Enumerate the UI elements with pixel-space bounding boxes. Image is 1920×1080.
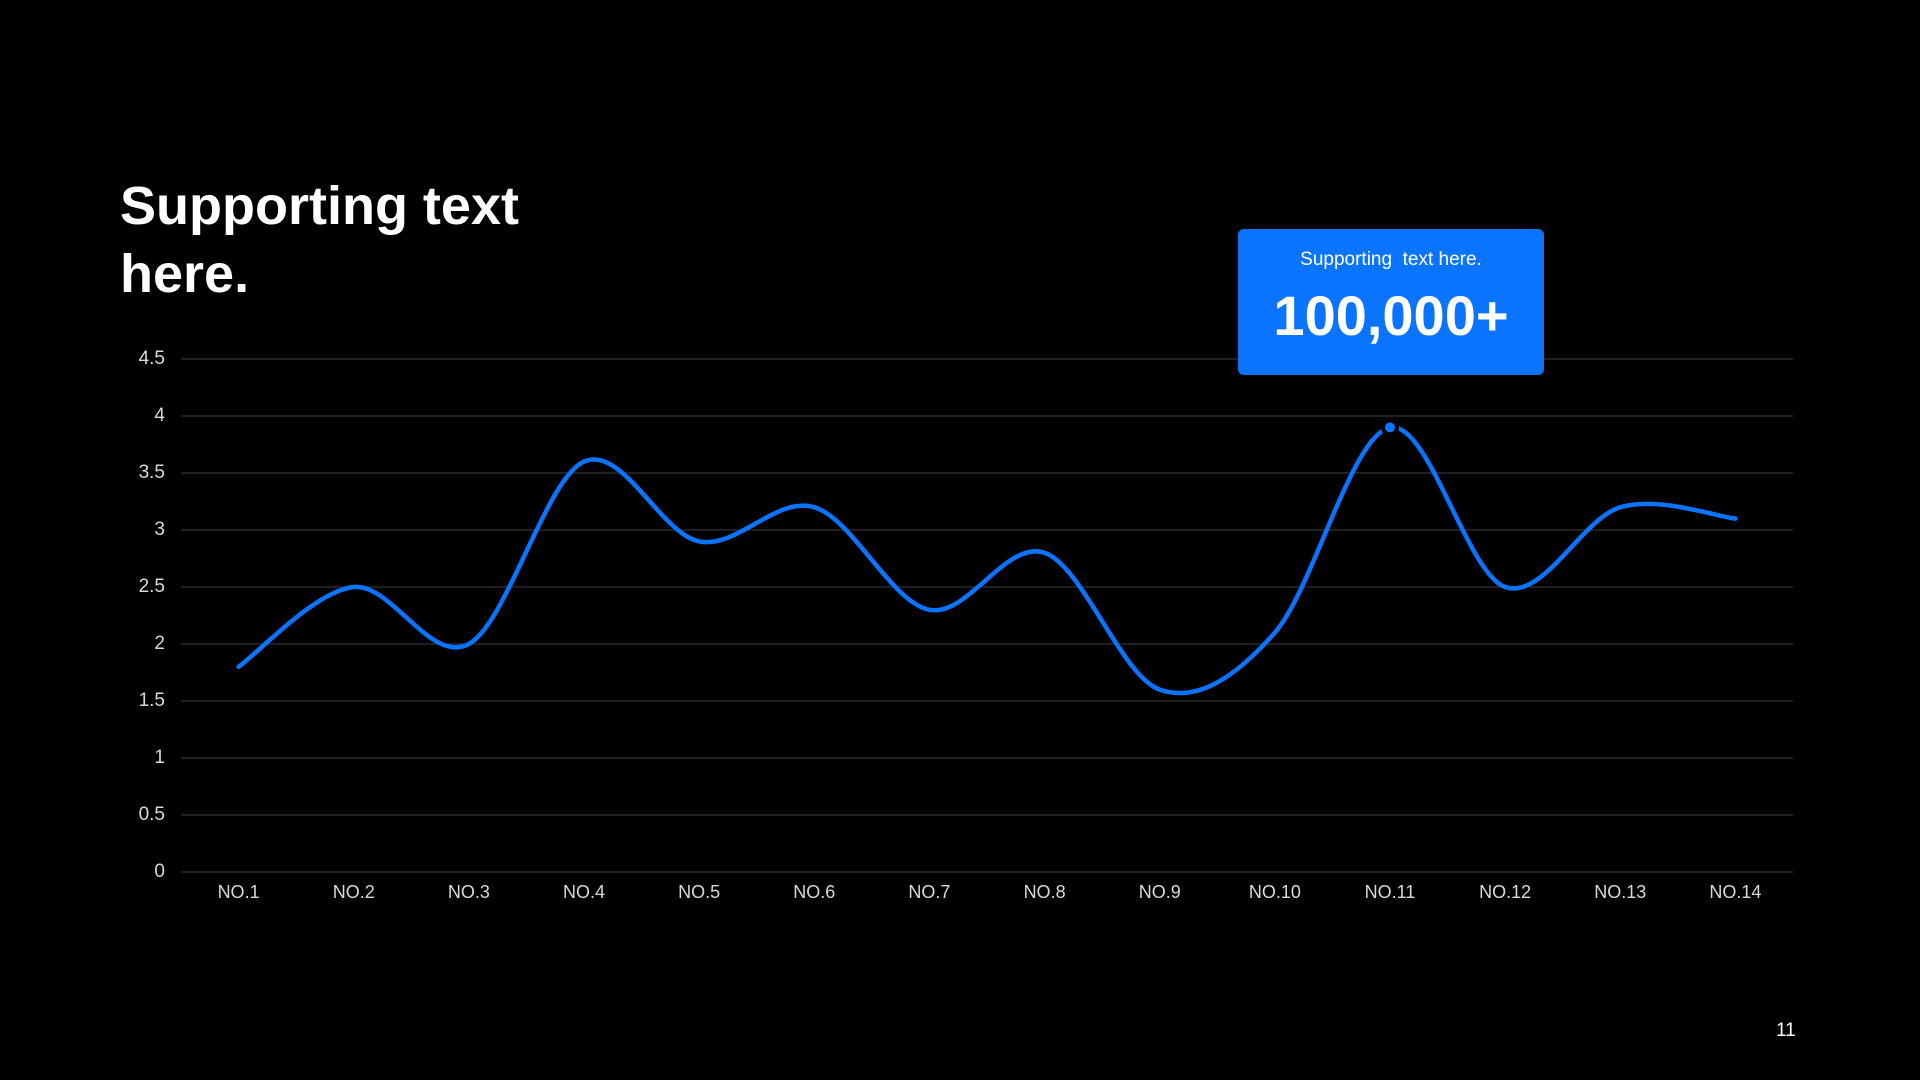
y-tick-label: 4 xyxy=(154,405,165,426)
x-tick-label: NO.10 xyxy=(1249,882,1301,902)
x-tick-label: NO.7 xyxy=(908,882,950,902)
page-number: 11 xyxy=(1776,1020,1796,1041)
y-tick-label: 1.5 xyxy=(139,690,165,711)
y-tick-label: 3.5 xyxy=(139,462,165,483)
callout-text: Supporting text here. xyxy=(1300,249,1482,270)
x-tick-label: NO.2 xyxy=(333,882,375,902)
chart-title: Supporting text here. xyxy=(120,176,519,304)
x-tick-label: NO.6 xyxy=(793,882,835,902)
line xyxy=(236,425,1738,696)
y-tick-label: 1 xyxy=(154,747,165,768)
callout: Supporting text here. 100,000+ xyxy=(1238,229,1544,375)
x-tick-label: NO.9 xyxy=(1139,882,1181,902)
x-tick-label: NO.14 xyxy=(1709,882,1761,902)
x-tick-label: NO.13 xyxy=(1594,882,1646,902)
x-tick-label: NO.5 xyxy=(678,882,720,902)
y-tick-label: 2.5 xyxy=(139,576,165,597)
y-tick-label: 0.5 xyxy=(139,804,165,825)
x-tick-label: NO.12 xyxy=(1479,882,1531,902)
x-tick-label: NO.8 xyxy=(1024,882,1066,902)
x-tick-label: NO.3 xyxy=(448,882,490,902)
y-tick-label: 3 xyxy=(154,519,165,540)
highlight-point xyxy=(1381,418,1399,437)
x-tick-label: NO.11 xyxy=(1365,882,1416,902)
callout-value: 100,000+ xyxy=(1273,284,1509,347)
x-tick-label: NO.1 xyxy=(218,882,260,902)
y-tick-label: 2 xyxy=(154,633,165,654)
x-tick-label: NO.4 xyxy=(563,882,605,902)
y-tick-label: 0 xyxy=(154,861,165,882)
y-tick-label: 4.5 xyxy=(139,348,165,369)
